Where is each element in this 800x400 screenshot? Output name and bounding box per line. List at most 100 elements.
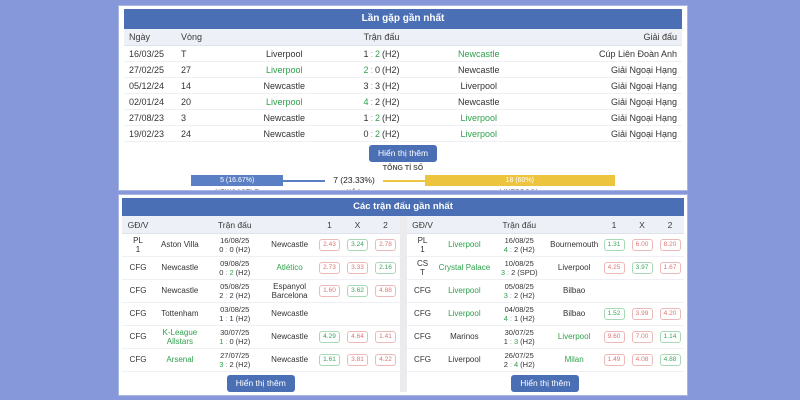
bar-connector-blue: [283, 179, 326, 182]
score-separator: :: [225, 360, 228, 369]
show-more-button-right[interactable]: Hiển thị thêm: [511, 375, 580, 392]
match-score: 2:0 (H2): [340, 65, 424, 75]
odds-x: 3.97: [628, 261, 656, 275]
home-team: K-League Allstars: [162, 327, 198, 346]
home-goals: 4: [363, 96, 369, 107]
odd-value: 9.60: [603, 330, 625, 344]
round: 1: [135, 245, 141, 254]
h2h-row: 19/02/23 24 Newcastle 0:2 (H2) Liverpool …: [124, 126, 682, 142]
league: Giải Ngoại Hạng: [610, 80, 677, 91]
home-team: Liverpool: [448, 355, 481, 365]
odd-value: 1.67: [659, 261, 681, 275]
stage: CFG: [129, 332, 147, 342]
score-separator: :: [509, 291, 512, 300]
stage: PL: [417, 235, 428, 245]
home-goals: 3: [363, 80, 369, 91]
match-date: 19/02/23: [129, 128, 165, 139]
match-date: 27/07/25: [220, 350, 250, 360]
score-separator: :: [509, 314, 512, 323]
odd-value: 3.81: [347, 353, 368, 367]
match-score: 4:1 (H2): [504, 314, 535, 323]
stage: CFG: [129, 286, 147, 296]
odd-value: 4.88: [659, 353, 681, 367]
stage: CFG: [414, 286, 431, 296]
odd-value: 3.33: [347, 261, 368, 275]
show-more-button-left[interactable]: Hiển thị thêm: [226, 375, 295, 392]
date-score: 30/07/25 1:3 (H2): [490, 328, 548, 347]
stage-round: PL 1: [407, 236, 439, 254]
match-score: 3:2 (H2): [219, 360, 250, 369]
score-separator: :: [370, 128, 373, 139]
odds-x: 3.81: [344, 353, 372, 367]
home-team: Newcastle: [161, 286, 199, 296]
away-goals: 3: [514, 337, 519, 346]
score-separator: :: [370, 64, 373, 75]
match-score: 1:3 (H2): [504, 337, 535, 346]
odds-2: 4.88: [372, 284, 400, 298]
draw-count: 7 (23.33%): [333, 174, 375, 185]
recent-left-table: GĐ/V Trận đấu 1 X 2 PL 1 Aston Villa 16/0…: [122, 216, 400, 392]
col-x: X: [639, 219, 645, 230]
date-score: 27/07/25 3:2 (H2): [206, 351, 264, 370]
stage: CFG: [129, 309, 147, 319]
score-tag: (H2): [382, 80, 400, 91]
odd-value: 4.29: [319, 330, 340, 344]
away-goals: 2: [375, 128, 381, 139]
odds-1: 1.52: [600, 307, 628, 321]
odds-1: 1.49: [600, 353, 628, 367]
round: T: [420, 268, 425, 277]
h2h-row: 27/02/25 27 Liverpool 2:0 (H2) Newcastle …: [124, 62, 682, 78]
draw-label: HÒA: [346, 189, 361, 191]
odds-2: 2.78: [372, 238, 400, 252]
match-date: 30/07/25: [220, 327, 250, 337]
stage-round: PL 1: [122, 236, 154, 254]
odd-value: 1.52: [603, 307, 625, 321]
score-tag: (H2): [235, 268, 251, 277]
home-team: Newcastle: [263, 112, 305, 123]
home-team: Liverpool: [448, 309, 481, 319]
score-separator: :: [225, 245, 228, 254]
date-score: 10/08/25 3:2 (SPD): [490, 259, 548, 278]
home-goals: 3: [500, 268, 505, 277]
liverpool-bar: 18 (60%): [424, 174, 615, 186]
date-score: 03/08/25 1:1 (H2): [206, 305, 264, 324]
league: Giải Ngoại Hạng: [610, 96, 677, 107]
odd-value: 2.43: [319, 238, 340, 252]
away-team: Newcastle: [457, 96, 500, 107]
date-score: 16/08/25 4:2 (H2): [490, 236, 548, 255]
match-date: 30/07/25: [504, 327, 534, 337]
stage-round: CFG: [122, 263, 154, 272]
away-goals: 2: [229, 360, 234, 369]
stage-round: CFG: [122, 332, 154, 341]
away-goals: 3: [375, 80, 381, 91]
h2h-row: 27/08/23 3 Newcastle 1:2 (H2) Liverpool G…: [124, 110, 682, 126]
date-score: 04/08/25 4:1 (H2): [490, 305, 548, 324]
away-team: Espanyol Barcelona: [271, 281, 308, 300]
match-score: 0:2 (H2): [340, 129, 424, 139]
round: 1: [420, 245, 425, 254]
odd-value: 3.24: [347, 238, 368, 252]
odds-1: 2.73: [316, 261, 344, 275]
total-score-bar: 5 (16.67%) NEWCASTLE 7 (23.33%) HÒA 18 (…: [124, 174, 682, 191]
show-more-button-h2h[interactable]: Hiển thị thêm: [368, 145, 438, 162]
home-team: Liverpool: [265, 64, 303, 75]
match-date: 16/08/25: [220, 235, 250, 245]
odds-1: 9.60: [600, 330, 628, 344]
odd-value: 4.88: [375, 284, 396, 298]
score-tag: (H2): [235, 360, 251, 369]
match-date: 16/03/25: [129, 48, 165, 59]
away-team: Newcastle: [457, 64, 500, 75]
col-league: Giải đấu: [643, 32, 677, 42]
home-goals: 1: [363, 112, 369, 123]
home-goals: 2: [363, 64, 369, 75]
odd-value: 4.20: [659, 307, 681, 321]
match-date: 04/08/25: [504, 304, 534, 314]
recent-matches-panel: Các trận đấu gần nhất GĐ/V Trận đấu 1 X …: [118, 194, 688, 396]
home-goals: 2: [219, 291, 224, 300]
match-score: 1:1 (H2): [219, 314, 250, 323]
odd-value: 1.61: [319, 353, 340, 367]
score-separator: :: [225, 268, 228, 277]
odd-value: 7.00: [631, 330, 653, 344]
stage: CFG: [129, 355, 147, 365]
totals-liverpool: 18 (60%) LIVERPOOL: [424, 174, 615, 190]
